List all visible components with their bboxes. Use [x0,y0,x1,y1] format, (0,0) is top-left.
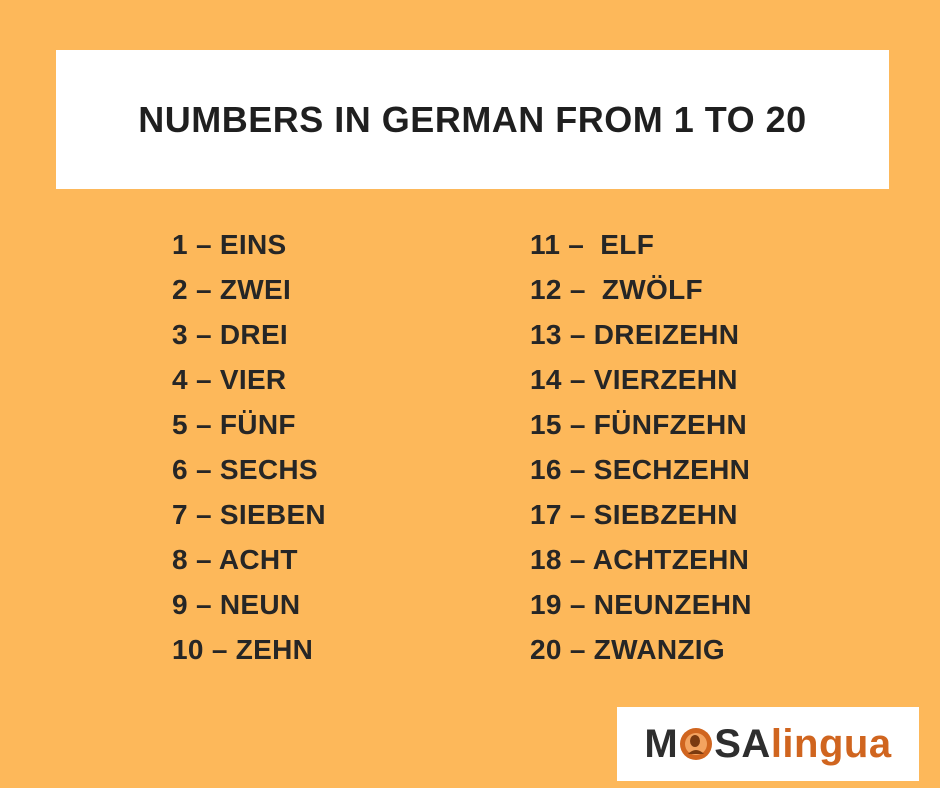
mosalingua-logo: M SA lingua [644,724,891,764]
number-item: 7 – SIEBEN [172,499,326,530]
title-banner: NUMBERS IN GERMAN FROM 1 TO 20 [56,50,889,189]
number-item: 1 – EINS [172,229,287,260]
number-item: 17 – SIEBZEHN [530,499,738,530]
number-item: 13 – DREIZEHN [530,319,740,350]
number-item: 19 – NEUNZEHN [530,589,752,620]
number-item: 10 – ZEHN [172,634,314,665]
number-item: 12 – ZWÖLF [530,274,703,305]
numbers-list-11-to-20: 11 – ELF 12 – ZWÖLF 13 – DREIZEHN 14 – V… [530,222,752,672]
number-item: 9 – NEUN [172,589,301,620]
number-item: 3 – DREI [172,319,288,350]
number-item: 16 – SECHZEHN [530,454,751,485]
logo-text-sa: SA [714,722,771,766]
numbers-list-1-to-10: 1 – EINS 2 – ZWEI 3 – DREI 4 – VIER 5 – … [172,222,326,672]
number-item: 4 – VIER [172,364,287,395]
number-item: 11 – ELF [530,229,655,260]
logo-globe-icon [679,727,713,761]
brand-logo: M SA lingua [617,707,919,781]
number-item: 2 – ZWEI [172,274,292,305]
page-title: NUMBERS IN GERMAN FROM 1 TO 20 [138,98,807,140]
number-item: 8 – ACHT [172,544,298,575]
number-item: 18 – ACHTZEHN [530,544,750,575]
number-item: 20 – ZWANZIG [530,634,725,665]
number-item: 6 – SECHS [172,454,318,485]
logo-text-m: M [644,722,679,766]
number-item: 5 – FÜNF [172,409,296,440]
number-item: 14 – VIERZEHN [530,364,738,395]
number-item: 15 – FÜNFZEHN [530,409,748,440]
logo-text-lingua: lingua [770,722,892,766]
